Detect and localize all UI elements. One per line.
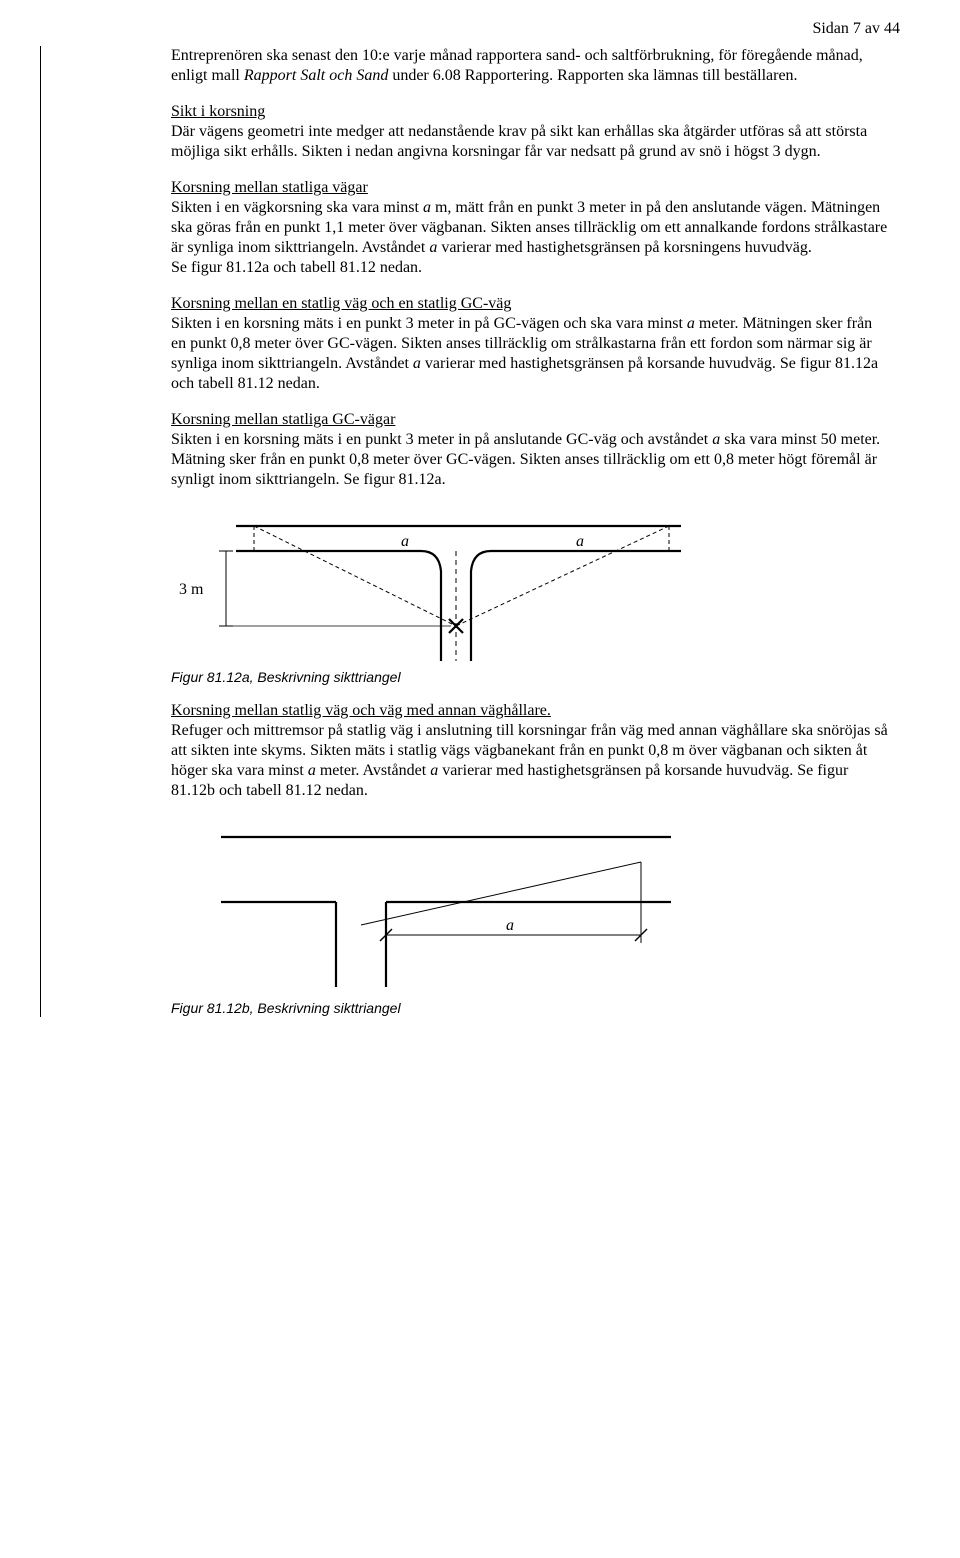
heading-korsning-annan-vaghallare: Korsning mellan statlig väg och väg med …: [171, 702, 551, 719]
paragraph-statliga-vagar: Korsning mellan statliga vägar Sikten i …: [171, 178, 890, 278]
text: Sikten i en vägkorsning ska vara minst: [171, 199, 423, 216]
var-a: a: [308, 762, 316, 779]
text: meter. Avståndet: [316, 762, 430, 779]
var-a: a: [423, 199, 431, 216]
heading-korsning-gc-vag: Korsning mellan en statlig väg och en st…: [171, 295, 511, 312]
var-a: a: [430, 762, 438, 779]
label-a-left: a: [401, 533, 409, 550]
figure-81-12b: a: [171, 817, 890, 992]
paragraph-gc-vag: Korsning mellan en statlig väg och en st…: [171, 294, 890, 394]
heading-korsning-statliga-vagar: Korsning mellan statliga vägar: [171, 179, 368, 196]
paragraph-annan-vaghallare: Korsning mellan statlig väg och väg med …: [171, 701, 890, 801]
text: Sikten i en korsning mäts i en punkt 3 m…: [171, 431, 712, 448]
var-a: a: [687, 315, 695, 332]
text: under 6.08 Rapportering. Rapporten ska l…: [388, 67, 797, 84]
var-a: a: [413, 355, 421, 372]
content-frame: Entreprenören ska senast den 10:e varje …: [40, 46, 900, 1017]
text: Se figur 81.12a och tabell 81.12 nedan.: [171, 259, 422, 276]
paragraph-gc-vagar: Korsning mellan statliga GC-vägar Sikten…: [171, 410, 890, 490]
label-a: a: [506, 917, 514, 934]
paragraph-sikt: Sikt i korsning Där vägens geometri inte…: [171, 102, 890, 162]
label-3m: 3 m: [179, 581, 204, 598]
text: varierar med hastighetsgränsen på korsni…: [437, 239, 812, 256]
page: Sidan 7 av 44 Entreprenören ska senast d…: [0, 0, 960, 1558]
text: Sikten i en korsning mäts i en punkt 3 m…: [171, 315, 687, 332]
text: Där vägens geometri inte medger att neda…: [171, 123, 867, 160]
label-a-right: a: [576, 533, 584, 550]
heading-sikt-i-korsning: Sikt i korsning: [171, 103, 265, 120]
figure-caption-81-12a: Figur 81.12a, Beskrivning sikttriangel: [171, 669, 890, 687]
page-number: Sidan 7 av 44: [40, 20, 900, 38]
figure-81-12a: a a 3 m: [171, 506, 890, 661]
figure-caption-81-12b: Figur 81.12b, Beskrivning sikttriangel: [171, 1000, 890, 1018]
text-italic: Rapport Salt och Sand: [244, 67, 388, 84]
paragraph-intro: Entreprenören ska senast den 10:e varje …: [171, 46, 890, 86]
heading-korsning-gc-vagar: Korsning mellan statliga GC-vägar: [171, 411, 395, 428]
